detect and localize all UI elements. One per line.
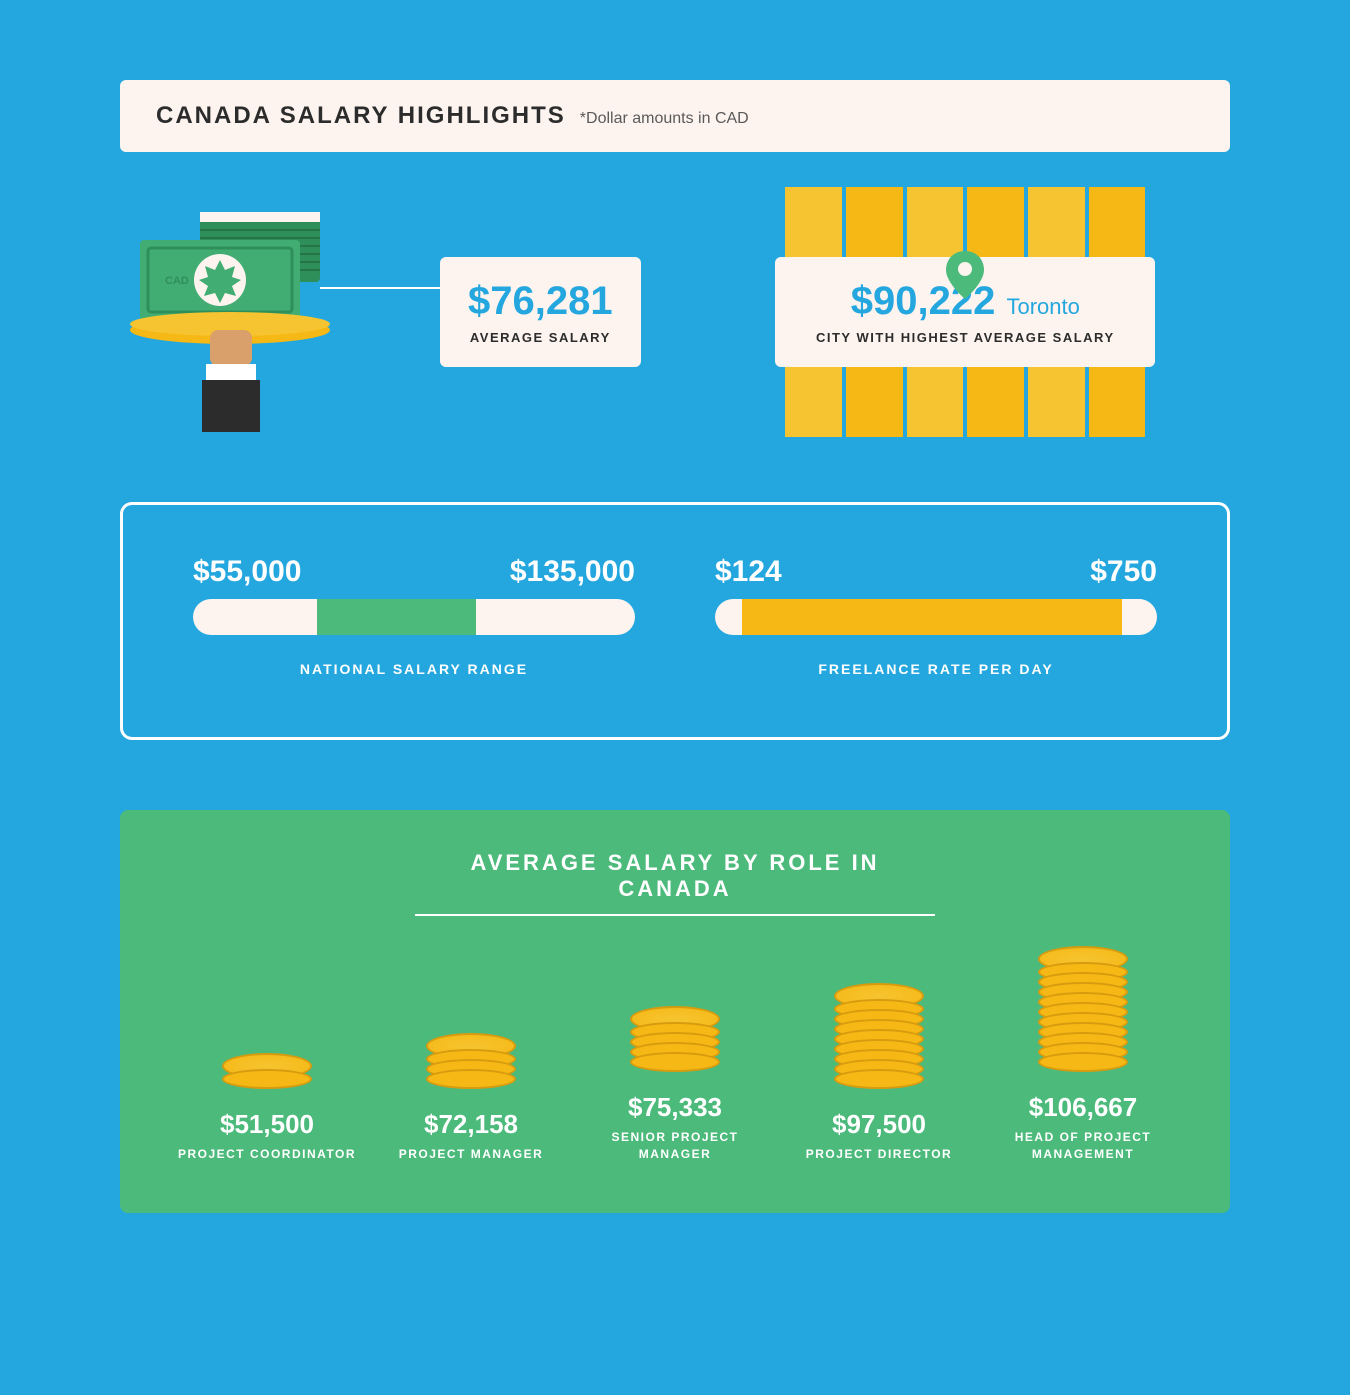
header-title: CANADA SALARY HIGHLIGHTS — [156, 102, 566, 130]
avg-salary-block: CAD $76,281 AVERAGE SALARY — [120, 192, 641, 432]
roles-panel: AVERAGE SALARY BY ROLE IN CANADA $51,500… — [120, 810, 1230, 1213]
freelance-range-fill — [742, 599, 1122, 635]
role-column: $51,500 PROJECT COORDINATOR — [170, 1063, 364, 1163]
avg-salary-value: $76,281 — [468, 279, 613, 324]
freelance-range-label: FREELANCE RATE PER DAY — [715, 661, 1157, 677]
header-bar: CANADA SALARY HIGHLIGHTS *Dollar amounts… — [120, 80, 1230, 152]
freelance-range-bar — [715, 599, 1157, 635]
freelance-range-low: $124 — [715, 555, 782, 589]
role-column: $106,667 HEAD OF PROJECT MANAGEMENT — [986, 956, 1180, 1163]
role-name: SENIOR PROJECT MANAGER — [578, 1129, 772, 1163]
coin-stack-icon — [630, 1016, 720, 1072]
role-salary: $106,667 — [1029, 1092, 1137, 1123]
coin-stack-icon — [1038, 956, 1128, 1072]
coin-stack-icon — [426, 1043, 516, 1089]
ranges-panel: $55,000 $135,000 NATIONAL SALARY RANGE $… — [120, 502, 1230, 740]
svg-text:CAD: CAD — [165, 275, 189, 287]
roles-title: AVERAGE SALARY BY ROLE IN CANADA — [415, 850, 935, 916]
avg-salary-card: $76,281 AVERAGE SALARY — [440, 257, 641, 367]
connector-line — [320, 287, 440, 289]
role-salary: $75,333 — [628, 1092, 722, 1123]
national-range-low: $55,000 — [193, 555, 301, 589]
freelance-range-high: $750 — [1090, 555, 1157, 589]
hand-with-money-icon: CAD — [120, 192, 340, 432]
national-range-block: $55,000 $135,000 NATIONAL SALARY RANGE — [193, 555, 635, 677]
role-name: HEAD OF PROJECT MANAGEMENT — [986, 1129, 1180, 1163]
infographic-canvas: CANADA SALARY HIGHLIGHTS *Dollar amounts… — [0, 0, 1350, 1395]
coin-stack-icon — [222, 1063, 312, 1089]
role-column: $72,158 PROJECT MANAGER — [374, 1043, 568, 1163]
map-pin-icon — [946, 251, 984, 299]
national-range-bar — [193, 599, 635, 635]
highest-city-name: Toronto — [1006, 294, 1079, 319]
highest-city-label: CITY WITH HIGHEST AVERAGE SALARY — [803, 330, 1127, 345]
freelance-range-block: $124 $750 FREELANCE RATE PER DAY — [715, 555, 1157, 677]
role-column: $97,500 PROJECT DIRECTOR — [782, 993, 976, 1163]
highest-city-block: $90,222 Toronto CITY WITH HIGHEST AVERAG… — [701, 257, 1230, 367]
national-range-high: $135,000 — [510, 555, 635, 589]
national-range-fill — [317, 599, 476, 635]
avg-salary-label: AVERAGE SALARY — [468, 330, 613, 345]
role-name: PROJECT COORDINATOR — [178, 1146, 356, 1163]
role-salary: $51,500 — [220, 1109, 314, 1140]
role-salary: $97,500 — [832, 1109, 926, 1140]
role-salary: $72,158 — [424, 1109, 518, 1140]
role-column: $75,333 SENIOR PROJECT MANAGER — [578, 1016, 772, 1163]
roles-row: $51,500 PROJECT COORDINATOR $72,158 PROJECT… — [170, 956, 1180, 1163]
coin-stack-icon — [834, 993, 924, 1089]
national-range-label: NATIONAL SALARY RANGE — [193, 661, 635, 677]
role-name: PROJECT DIRECTOR — [806, 1146, 952, 1163]
role-name: PROJECT MANAGER — [399, 1146, 544, 1163]
header-subtitle: *Dollar amounts in CAD — [580, 110, 749, 128]
top-stats-row: CAD $76,281 AVERAGE SALARY — [120, 192, 1230, 432]
